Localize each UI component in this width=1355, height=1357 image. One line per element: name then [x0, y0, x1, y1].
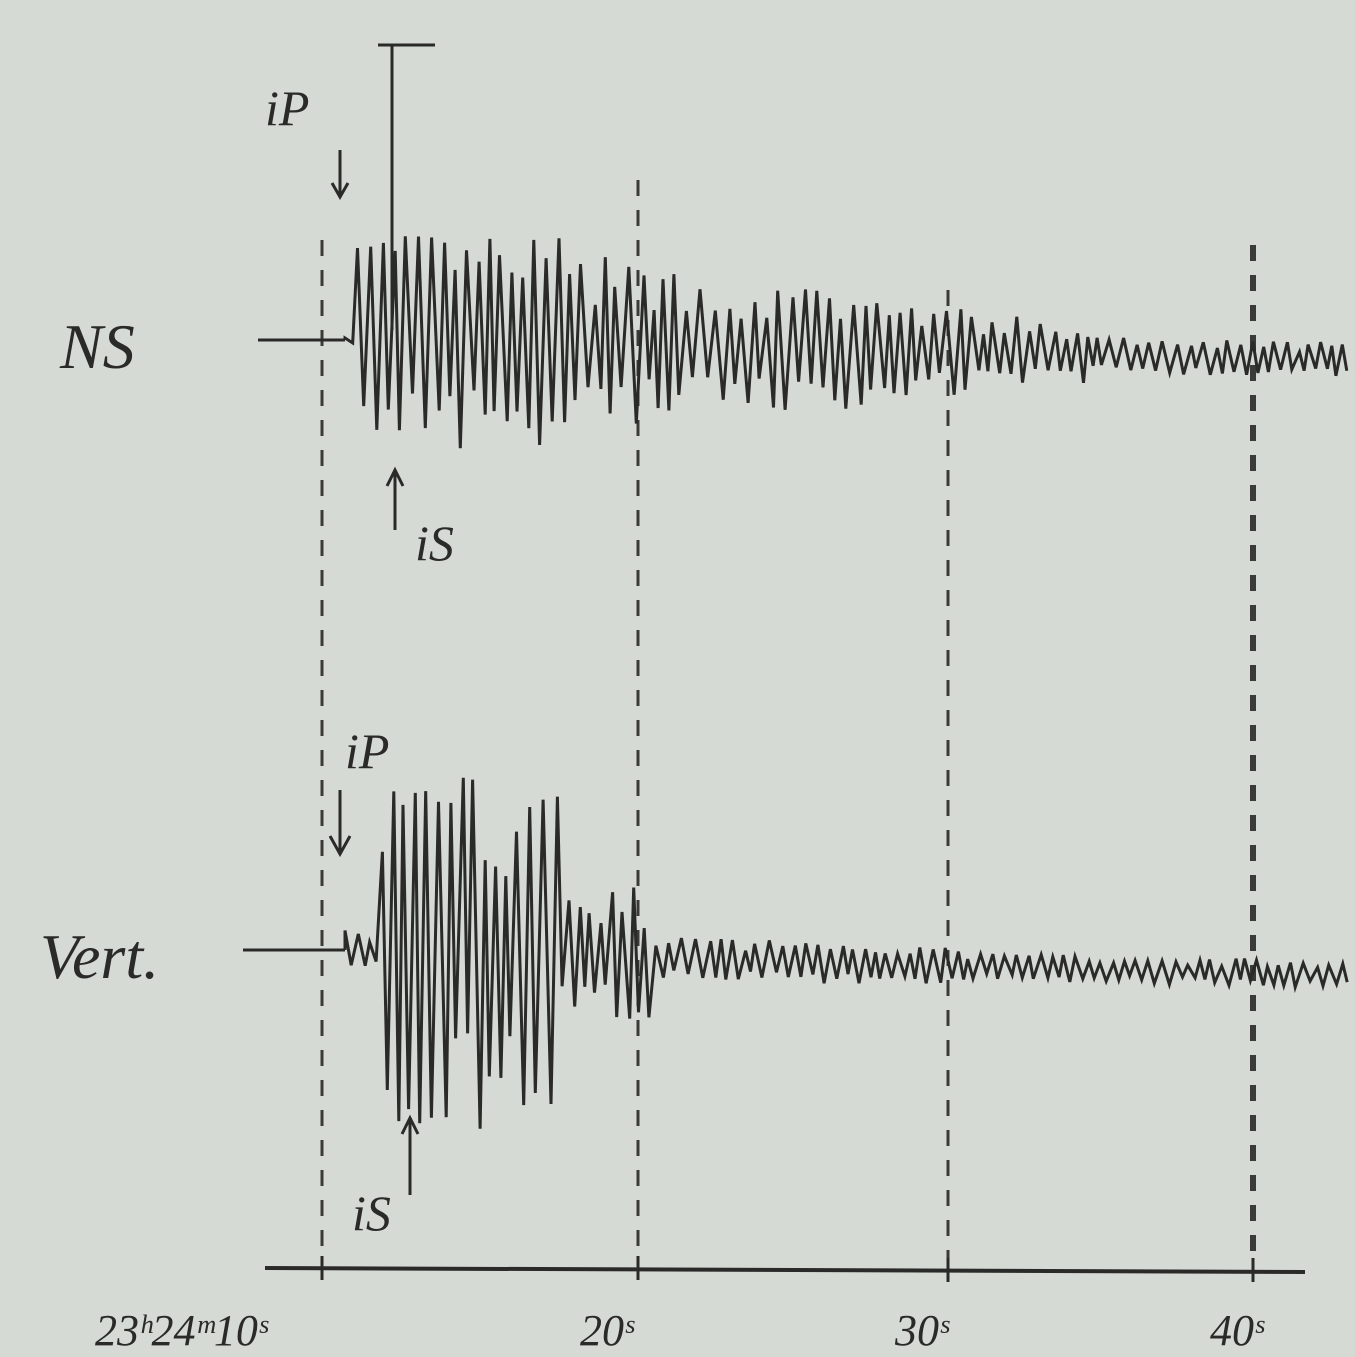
- phase-marker: iP: [345, 723, 389, 779]
- time-label: 20ˢ: [580, 1306, 635, 1355]
- phase-marker: iS: [415, 515, 454, 571]
- time-label: 23ʰ24ᵐ10ˢ: [95, 1306, 269, 1355]
- arrows: [328, 43, 435, 1195]
- time-label: 30ˢ: [894, 1306, 950, 1355]
- trace-label: NS: [59, 311, 135, 382]
- axis-ticks: [320, 1256, 1255, 1282]
- phase-marker: iP: [265, 80, 309, 136]
- vert-waveform: [343, 777, 1349, 1129]
- time-axis: [264, 1266, 1306, 1274]
- trace-label: Vert.: [40, 921, 159, 992]
- time-label: 40ˢ: [1210, 1306, 1265, 1355]
- ns-waveform: [343, 236, 1349, 449]
- phase-marker: iS: [352, 1185, 391, 1241]
